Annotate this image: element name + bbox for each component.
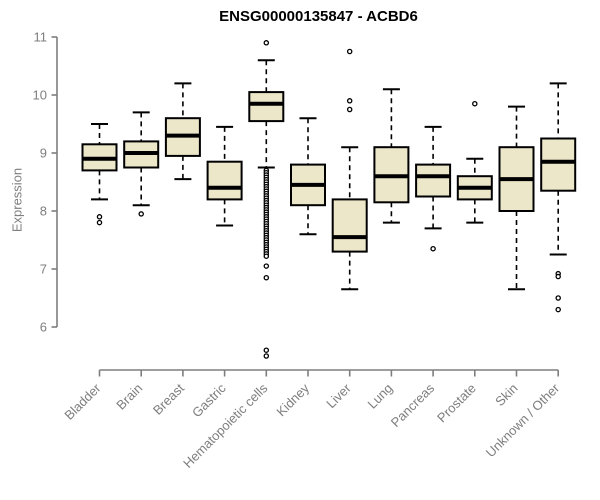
y-tick-label: 10 (33, 88, 47, 103)
x-category-label-bladder: Bladder (61, 380, 104, 423)
x-category-label-kidney: Kidney (273, 380, 312, 419)
x-category-label-liver: Liver (323, 380, 354, 411)
iqr-box (331, 198, 368, 253)
boxplot-gastric (206, 125, 243, 227)
y-tick-label: 7 (40, 262, 47, 277)
outlier-point (430, 245, 436, 252)
boxplot-kidney (290, 117, 326, 236)
boxplot-skin (498, 105, 535, 291)
y-tick-label: 9 (40, 146, 47, 161)
outlier-point (555, 306, 561, 313)
outlier-point (263, 347, 270, 353)
x-category-label-lung: Lung (364, 381, 395, 412)
outlier-point (346, 48, 353, 55)
boxplot-pancreas (415, 125, 452, 252)
boxplot-brain (123, 111, 160, 217)
boxplot-unknown-other (540, 82, 577, 313)
x-category-label-brain: Brain (113, 381, 145, 413)
outlier-point (555, 295, 561, 301)
boxplot-breast (164, 82, 201, 181)
boxplot-lung (373, 88, 410, 224)
y-tick-label: 8 (40, 204, 47, 219)
outlier-point (346, 98, 353, 104)
outlier-point (346, 106, 353, 113)
x-category-label-skin: Skin (492, 381, 520, 409)
y-tick-label: 6 (40, 320, 47, 335)
boxplot-bladder (81, 123, 118, 226)
outlier-point (555, 273, 561, 280)
outlier-point (263, 263, 270, 269)
outlier-point (263, 353, 270, 359)
boxplot-prostate (456, 100, 493, 224)
y-tick-label: 11 (34, 30, 48, 45)
iqr-box (415, 163, 452, 198)
iqr-box (206, 160, 243, 201)
outlier-point (96, 214, 103, 220)
outlier-point (138, 211, 144, 217)
boxplot-hematopoietic-cells (248, 40, 285, 359)
boxplot-liver (331, 48, 368, 291)
x-category-label-breast: Breast (150, 380, 187, 417)
y-axis: 6 7 8 9 10 11 (33, 30, 58, 335)
outlier-point (96, 219, 103, 226)
chart-title: ENSG00000135847 - ACBD6 (219, 8, 418, 25)
x-category-label-prostate: Prostate (434, 381, 479, 426)
x-category-label-gastric: Gastric (189, 380, 229, 420)
iqr-box (540, 137, 577, 192)
x-category-label-pancreas: Pancreas (388, 380, 438, 430)
x-category-label-unknown-other: Unknown / Other (483, 380, 563, 460)
outlier-point (263, 40, 270, 46)
outlier-point (263, 274, 270, 281)
outlier-point (263, 253, 270, 259)
outlier-point (472, 100, 478, 107)
iqr-box (248, 91, 285, 123)
